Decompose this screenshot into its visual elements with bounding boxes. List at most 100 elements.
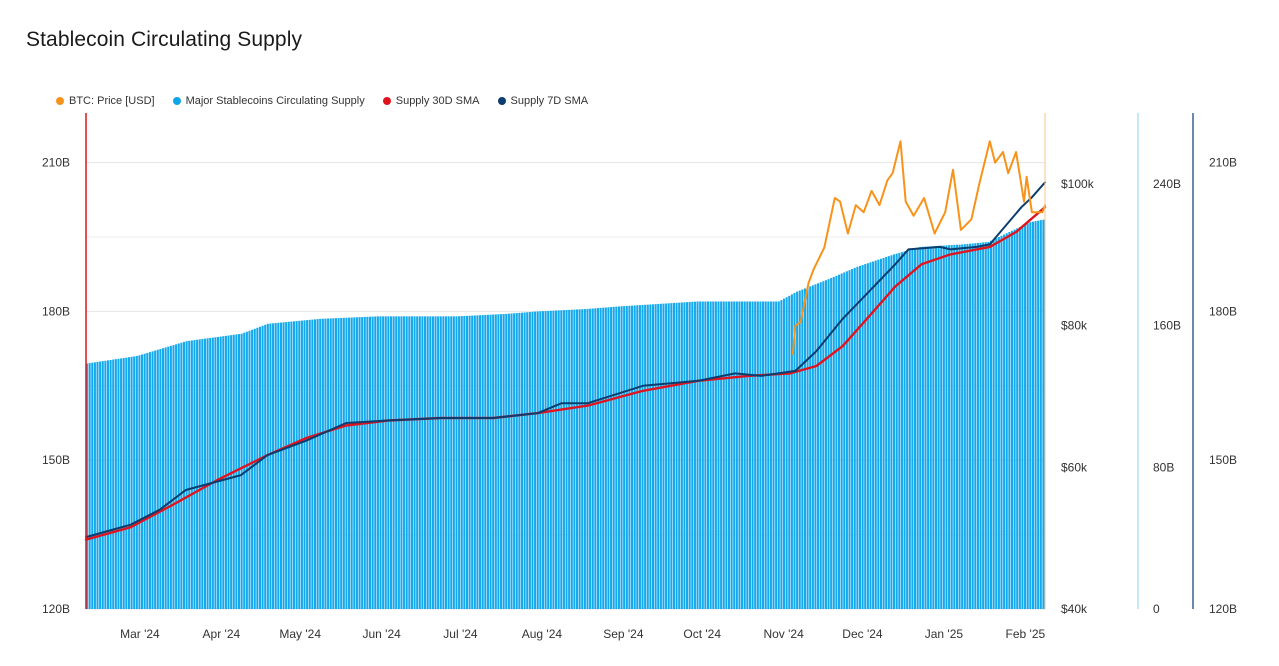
supply-bar (898, 252, 901, 609)
supply-bar (961, 244, 964, 609)
supply-bar (617, 306, 620, 609)
supply-bar (272, 323, 275, 609)
supply-bar (720, 301, 723, 609)
supply-bar (706, 301, 710, 609)
supply-bar (858, 265, 862, 609)
supply-bar (940, 245, 943, 609)
legend-item-supply-7d-sma[interactable]: Supply 7D SMA (497, 95, 588, 107)
supply-bar (827, 279, 830, 609)
supply-bar (693, 301, 696, 609)
supply-bar (638, 305, 641, 609)
supply-bar (1039, 220, 1042, 609)
supply-bar (258, 326, 261, 609)
supply-bar (99, 361, 102, 609)
supply-bar (434, 316, 437, 609)
supply-bar (885, 257, 888, 609)
legend-dot-btc-price (56, 97, 64, 105)
legend-label-stablecoin-supply: Major Stablecoins Circulating Supply (185, 95, 365, 107)
supply-bar (253, 328, 256, 609)
supply-bar (450, 316, 453, 609)
supply-bar (979, 242, 982, 609)
supply-bar (243, 332, 246, 609)
supply-7d-sma-line (85, 181, 1046, 539)
supply-bar (368, 316, 372, 609)
supply-bar (240, 333, 243, 609)
supply-bar (785, 297, 788, 609)
supply-bar (429, 316, 432, 609)
supply-bar (277, 322, 280, 609)
legend-item-btc-price[interactable]: BTC: Price [USD] (56, 95, 155, 107)
supply-bar (570, 309, 573, 609)
supply-bar (507, 313, 510, 609)
supply-bar (251, 329, 254, 609)
supply-bar (350, 317, 353, 609)
supply-bar (777, 301, 780, 609)
supply-bar (418, 316, 421, 609)
supply-bar (384, 316, 387, 609)
supply-bar (832, 276, 835, 609)
supply-bar (156, 349, 159, 609)
supply-bar (974, 243, 977, 609)
supply-bar (371, 316, 374, 609)
supply-bar (426, 316, 429, 609)
supply-bar (141, 354, 144, 609)
supply-bar (840, 273, 843, 609)
supply-bar (741, 301, 744, 609)
left-axis-tick-label: 120B (42, 602, 70, 616)
supply-bar (790, 294, 793, 609)
supply-bar (190, 340, 193, 609)
supply-bar (447, 316, 450, 609)
supply-bar (534, 311, 537, 609)
supply-bar (696, 301, 699, 609)
supply-bar (353, 317, 356, 609)
supply-bar (86, 363, 89, 609)
supply-bar (88, 363, 91, 609)
supply-bar (256, 327, 259, 609)
legend-label-btc-price: BTC: Price [USD] (69, 95, 155, 107)
supply-bar (101, 361, 104, 609)
supply-bar (641, 304, 644, 609)
supply-bar (329, 318, 332, 609)
supply-bar (549, 310, 552, 609)
supply-bar (838, 274, 841, 609)
supply-bar (473, 315, 476, 609)
supply-bar (573, 309, 576, 609)
left-axis-tick-label: 210B (42, 156, 70, 170)
supply-bar (138, 355, 141, 609)
supply-bar (596, 308, 600, 609)
supply-bar (594, 308, 597, 609)
supply-bar (465, 315, 468, 609)
supply-bar (285, 322, 288, 609)
x-axis-tick-label: Mar '24 (120, 627, 160, 641)
legend-item-supply-30d-sma[interactable]: Supply 30D SMA (382, 95, 480, 107)
supply-bar (217, 336, 220, 609)
supply-bar (274, 323, 277, 609)
supply-bar (856, 266, 859, 609)
left-axis-tick-label: 150B (42, 453, 70, 467)
supply-bar (709, 301, 712, 609)
supply-bar (306, 320, 309, 609)
supply-bar (348, 317, 351, 609)
supply-bar (769, 301, 772, 609)
supply-bar (654, 304, 657, 609)
legend: BTC: Price [USD] Major Stablecoins Circu… (56, 95, 588, 107)
supply-bar (293, 321, 296, 609)
supply-bar (615, 306, 618, 609)
supply-bar (536, 311, 539, 609)
supply-bar (772, 301, 775, 609)
supply-bar (219, 336, 222, 609)
supply-bar (874, 260, 877, 609)
supply-bar (376, 316, 379, 609)
legend-item-stablecoin-supply[interactable]: Major Stablecoins Circulating Supply (172, 95, 365, 107)
right-axis-1-tick-label: 160B (1153, 319, 1181, 333)
supply-bar (308, 319, 311, 609)
supply-bar (151, 351, 154, 609)
supply-bar (486, 314, 489, 609)
supply-bar (879, 258, 882, 609)
supply-bar (625, 305, 628, 609)
supply-bar (114, 359, 117, 609)
supply-bar (484, 314, 487, 609)
supply-bar (332, 318, 335, 609)
supply-bar (966, 243, 969, 609)
supply-bar (211, 337, 214, 609)
